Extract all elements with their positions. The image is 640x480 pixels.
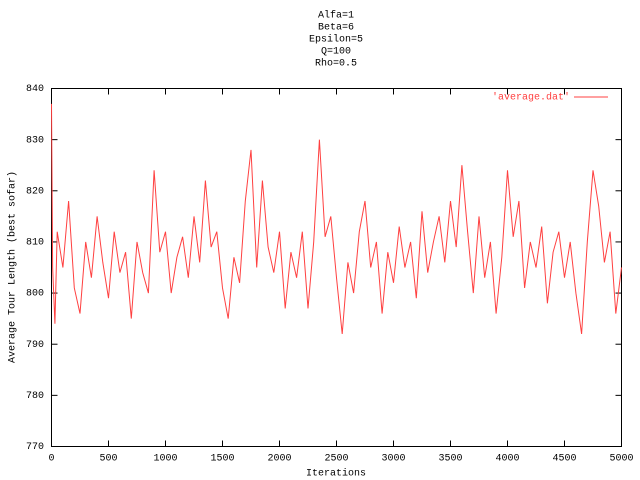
x-tick-label: 4500 xyxy=(552,454,576,465)
y-tick-label: 840 xyxy=(26,84,44,95)
x-axis-label: Iterations xyxy=(306,468,366,480)
y-tick-label: 800 xyxy=(26,289,44,300)
y-tick-label: 810 xyxy=(26,238,44,249)
chart-title-line: Beta=6 xyxy=(318,23,354,34)
chart-title-line: Q=100 xyxy=(321,47,351,58)
y-tick-label: 820 xyxy=(26,186,44,197)
x-tick-label: 2000 xyxy=(267,454,291,465)
y-axis-label: Average Tour Length (best sofar) xyxy=(7,171,19,363)
data-line xyxy=(51,103,622,335)
chart-title-line: Alfa=1 xyxy=(318,10,354,22)
x-tick-label: 5000 xyxy=(609,454,633,465)
x-tick-label: 500 xyxy=(99,454,117,465)
x-tick-label: 2500 xyxy=(324,454,348,465)
x-tick-label: 1000 xyxy=(153,454,177,465)
y-tick-label: 790 xyxy=(26,340,44,351)
x-tick-label: 3000 xyxy=(381,454,405,465)
x-tick-label: 3500 xyxy=(438,454,462,465)
chart-title-line: Rho=0.5 xyxy=(315,58,357,70)
x-tick-label: 0 xyxy=(48,454,54,465)
y-tick-label: 830 xyxy=(26,135,44,146)
legend-label: 'average.dat' xyxy=(492,92,570,104)
chart-title-line: Epsilon=5 xyxy=(309,34,363,46)
x-tick-label: 4000 xyxy=(495,454,519,465)
y-tick-label: 780 xyxy=(26,391,44,402)
y-tick-label: 770 xyxy=(26,442,44,453)
x-tick-label: 1500 xyxy=(210,454,234,465)
